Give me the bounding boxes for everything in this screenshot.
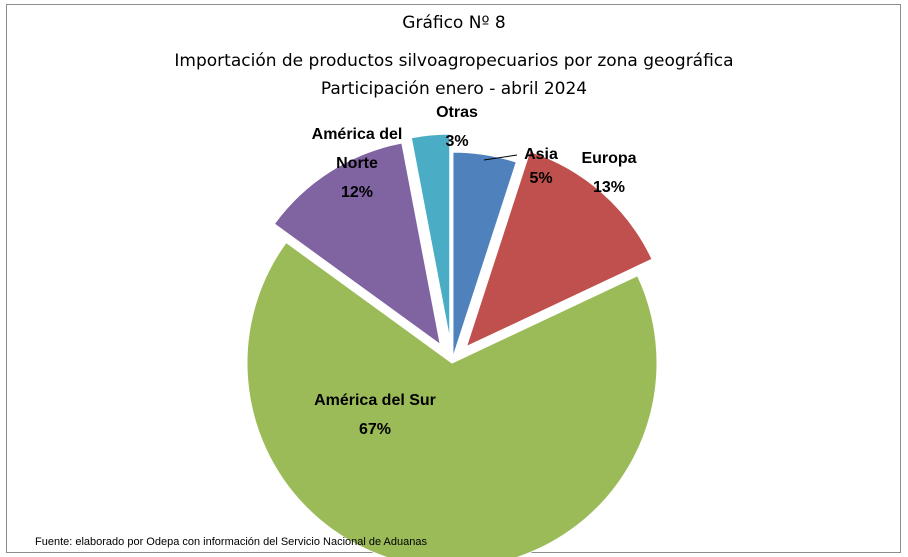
pie-slice-america-del-sur [246,241,658,557]
pie-slice-america-del-norte [273,142,441,346]
data-label-value-europa: 13% [593,179,625,196]
data-label-name-america-del-sur: América del Sur [314,392,436,409]
chart-title: Gráfico Nº 8 [402,13,506,33]
data-label-value-america-del-sur: 67% [359,421,391,438]
data-label-name-america-del-norte: América del [312,126,403,143]
pie-slice-otras [410,133,451,340]
pie-slice-asia [452,151,517,358]
chart-period: Participación enero - abril 2024 [320,79,588,99]
asia-leader-line [483,154,518,161]
data-label-name-otras: Otras [436,104,478,121]
data-label-name-europa: Europa [581,150,636,167]
data-label-name-asia: Asia [524,146,558,163]
data-label-value-america-del-norte: 12% [341,184,373,201]
data-label-value-otras: 3% [445,133,468,150]
source-note: Fuente: elaborado por Odepa con informac… [35,536,427,548]
data-label-name-america-del-norte: Norte [336,155,378,172]
data-label-value-asia: 5% [529,170,552,187]
pie-slice-europa [465,150,653,348]
chart-subtitle: Importación de productos silvoagropecuar… [174,51,734,71]
